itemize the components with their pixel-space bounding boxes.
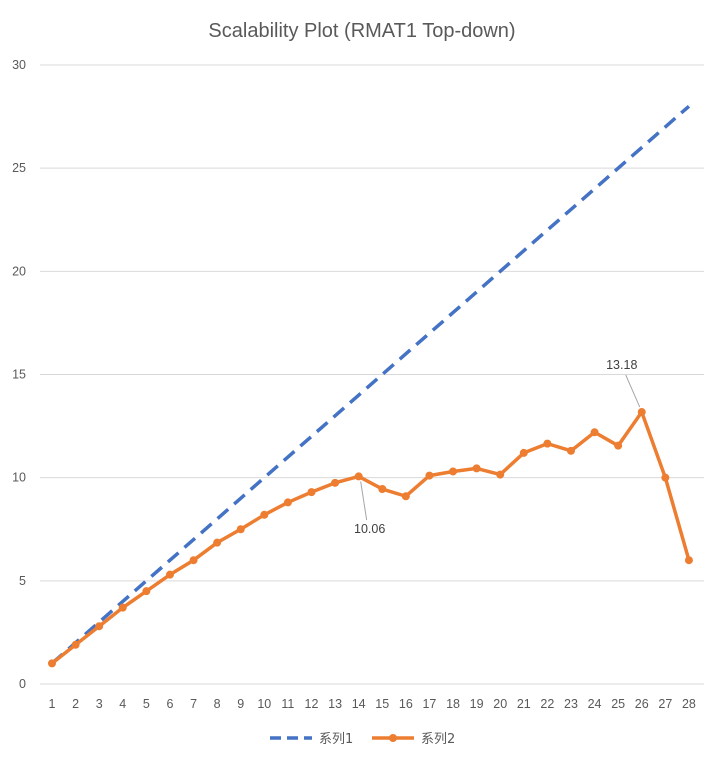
x-tick-label: 19 bbox=[470, 697, 484, 711]
series-2-point bbox=[165, 570, 174, 579]
x-tick-label: 15 bbox=[375, 697, 389, 711]
series-2-point bbox=[213, 538, 222, 547]
series-2-point bbox=[71, 640, 80, 649]
series-2-point bbox=[307, 488, 316, 497]
series-2-point bbox=[189, 556, 198, 565]
x-tick-label: 9 bbox=[237, 697, 244, 711]
series-2-point bbox=[48, 659, 56, 668]
x-tick-label: 12 bbox=[305, 697, 319, 711]
series-2-point bbox=[95, 622, 104, 631]
x-tick-label: 23 bbox=[564, 697, 578, 711]
series-2-point bbox=[118, 603, 127, 612]
gridlines bbox=[40, 64, 704, 685]
x-tick-label: 14 bbox=[352, 697, 366, 711]
y-tick-label: 10 bbox=[12, 471, 26, 485]
y-tick-label: 30 bbox=[12, 58, 26, 72]
x-tick-label: 18 bbox=[446, 697, 460, 711]
series-2-point bbox=[661, 473, 670, 482]
x-tick-label: 22 bbox=[540, 697, 554, 711]
series-2-point bbox=[283, 498, 292, 507]
series-2-point bbox=[614, 441, 623, 450]
data-label-leader bbox=[360, 481, 368, 521]
y-tick-label: 25 bbox=[12, 161, 26, 175]
series-2-point bbox=[378, 485, 387, 494]
data-label: 13.18 bbox=[606, 358, 637, 372]
x-tick-label: 17 bbox=[422, 697, 436, 711]
series-2-point bbox=[331, 478, 340, 487]
x-tick-label: 26 bbox=[635, 697, 649, 711]
x-tick-label: 4 bbox=[119, 697, 126, 711]
series-2-point bbox=[496, 470, 505, 479]
x-tick-label: 21 bbox=[517, 697, 531, 711]
series-2-point bbox=[354, 472, 363, 481]
series-layer bbox=[48, 104, 693, 668]
x-tick-label: 1 bbox=[49, 697, 56, 711]
x-axis-ticks: 1 2 3 4 5 6 7 8 9 10 11 12 13 14 15 16 17 18 19 20 21 22 23 24 2… bbox=[49, 697, 696, 711]
series-2-point bbox=[590, 428, 599, 437]
series-2-point bbox=[519, 448, 528, 457]
series-2-point bbox=[425, 471, 434, 480]
y-tick-label: 20 bbox=[12, 264, 26, 278]
y-axis-ticks: 0 5 10 15 20 25 30 bbox=[12, 58, 26, 691]
series-2-point bbox=[684, 556, 693, 565]
data-labels: 10.06 13.18 bbox=[354, 358, 641, 536]
legend: 系列1 系列2 bbox=[270, 732, 455, 747]
x-tick-label: 25 bbox=[611, 697, 625, 711]
x-tick-label: 28 bbox=[682, 697, 696, 711]
series-2-point bbox=[236, 525, 245, 534]
x-tick-label: 10 bbox=[257, 697, 271, 711]
x-tick-label: 13 bbox=[328, 697, 342, 711]
x-tick-label: 2 bbox=[72, 697, 79, 711]
x-tick-label: 11 bbox=[281, 697, 294, 711]
x-tick-label: 8 bbox=[214, 697, 221, 711]
x-tick-label: 7 bbox=[190, 697, 197, 711]
series-2-point bbox=[637, 408, 646, 417]
x-tick-label: 20 bbox=[493, 697, 507, 711]
series-2-point bbox=[260, 510, 269, 519]
series-line-1 bbox=[50, 104, 691, 665]
x-tick-label: 3 bbox=[96, 697, 103, 711]
series-2-point bbox=[449, 467, 458, 476]
series-2-point bbox=[566, 446, 575, 455]
y-tick-label: 15 bbox=[12, 368, 26, 382]
series-line-2 bbox=[50, 410, 691, 666]
y-tick-label: 5 bbox=[19, 574, 26, 588]
x-tick-label: 6 bbox=[166, 697, 173, 711]
series-2-point bbox=[142, 587, 151, 596]
data-label: 10.06 bbox=[354, 522, 385, 536]
x-tick-label: 24 bbox=[588, 697, 602, 711]
series-2-point bbox=[543, 439, 552, 448]
legend-label-series2: 系列2 bbox=[421, 732, 455, 747]
x-tick-label: 5 bbox=[143, 697, 150, 711]
x-tick-label: 27 bbox=[658, 697, 672, 711]
x-tick-label: 16 bbox=[399, 697, 413, 711]
series-2-point bbox=[472, 464, 481, 473]
y-tick-label: 0 bbox=[19, 677, 26, 691]
legend-marker-series2 bbox=[389, 734, 397, 742]
data-label-leader bbox=[625, 374, 641, 408]
chart-title: Scalability Plot (RMAT1 Top-down) bbox=[208, 20, 515, 42]
series-2-point bbox=[401, 492, 410, 501]
legend-label-series1: 系列1 bbox=[319, 732, 353, 747]
